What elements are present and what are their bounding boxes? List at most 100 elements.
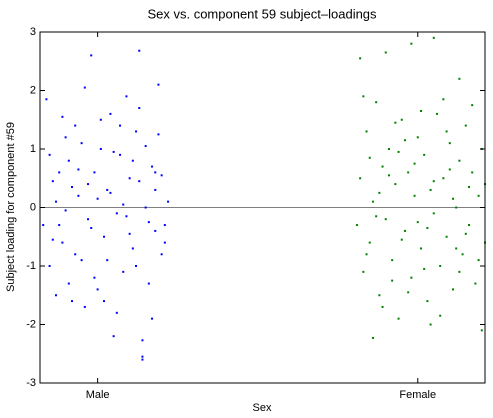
point (147, 221, 150, 224)
point (112, 150, 115, 153)
point (355, 224, 358, 227)
point (359, 57, 362, 60)
point (144, 145, 147, 148)
point (397, 317, 400, 320)
point (151, 317, 154, 320)
point (157, 83, 160, 86)
chart-title: Sex vs. component 59 subject–loadings (147, 6, 377, 21)
point (458, 270, 461, 273)
point (387, 148, 390, 150)
point (48, 265, 51, 267)
point (416, 136, 419, 139)
point (362, 270, 365, 273)
point (141, 358, 144, 361)
point (359, 177, 362, 180)
point (141, 355, 144, 358)
point (432, 212, 435, 215)
point (467, 186, 470, 189)
y-tick-label: -1 (26, 260, 36, 272)
point (160, 253, 163, 256)
point (71, 186, 74, 189)
point (410, 276, 413, 279)
point (442, 98, 445, 101)
point (426, 226, 429, 229)
point (391, 259, 394, 262)
point (381, 305, 384, 308)
point (384, 51, 387, 54)
point (80, 259, 83, 262)
point (413, 194, 416, 197)
point (138, 49, 141, 52)
point (400, 238, 403, 241)
point (160, 174, 163, 177)
point (480, 329, 483, 332)
point (64, 209, 67, 212)
point (74, 253, 77, 256)
y-tick-label: 0 (30, 201, 36, 213)
point (471, 104, 474, 107)
x-tick-label: Male (86, 389, 110, 401)
point (80, 142, 83, 145)
point (378, 191, 381, 194)
point (61, 241, 64, 244)
point (371, 200, 374, 203)
point (391, 279, 394, 282)
point (125, 215, 128, 218)
point (90, 54, 93, 57)
point (141, 339, 144, 342)
point (407, 291, 410, 294)
point (375, 101, 378, 104)
point (74, 124, 77, 127)
point (115, 212, 118, 215)
point (368, 241, 371, 244)
point (131, 247, 134, 250)
point (109, 112, 112, 115)
y-tick-label: -2 (26, 318, 36, 330)
point (375, 215, 378, 218)
point (151, 165, 154, 168)
point (448, 142, 451, 145)
point (115, 311, 118, 314)
point (458, 159, 461, 162)
point (384, 218, 387, 221)
point (394, 183, 397, 186)
point (83, 86, 86, 89)
point (58, 171, 61, 174)
point (128, 177, 131, 180)
x-axis-label: Sex (253, 402, 272, 414)
point (419, 247, 422, 250)
point (423, 267, 426, 270)
point (432, 180, 435, 183)
point (439, 265, 442, 267)
point (397, 150, 400, 153)
point (109, 191, 112, 194)
point (90, 226, 93, 229)
point (77, 194, 80, 197)
point (106, 259, 109, 262)
point (87, 218, 90, 221)
point (429, 188, 432, 191)
y-tick-label: -3 (26, 377, 36, 389)
point (99, 148, 102, 150)
point (55, 294, 58, 297)
point (144, 206, 147, 209)
x-tick-label: Female (399, 389, 436, 401)
point (67, 282, 70, 285)
point (439, 314, 442, 317)
point (400, 118, 403, 121)
point (410, 42, 413, 45)
point (128, 232, 131, 235)
point (106, 188, 109, 191)
point (461, 253, 464, 256)
point (135, 265, 138, 267)
point (83, 305, 86, 308)
point (96, 288, 99, 291)
point (365, 130, 368, 133)
point (163, 224, 166, 227)
y-axis-label: Subject loading for component #59 (5, 122, 17, 292)
point (429, 323, 432, 326)
point (119, 124, 122, 127)
point (131, 159, 134, 162)
point (71, 300, 74, 303)
